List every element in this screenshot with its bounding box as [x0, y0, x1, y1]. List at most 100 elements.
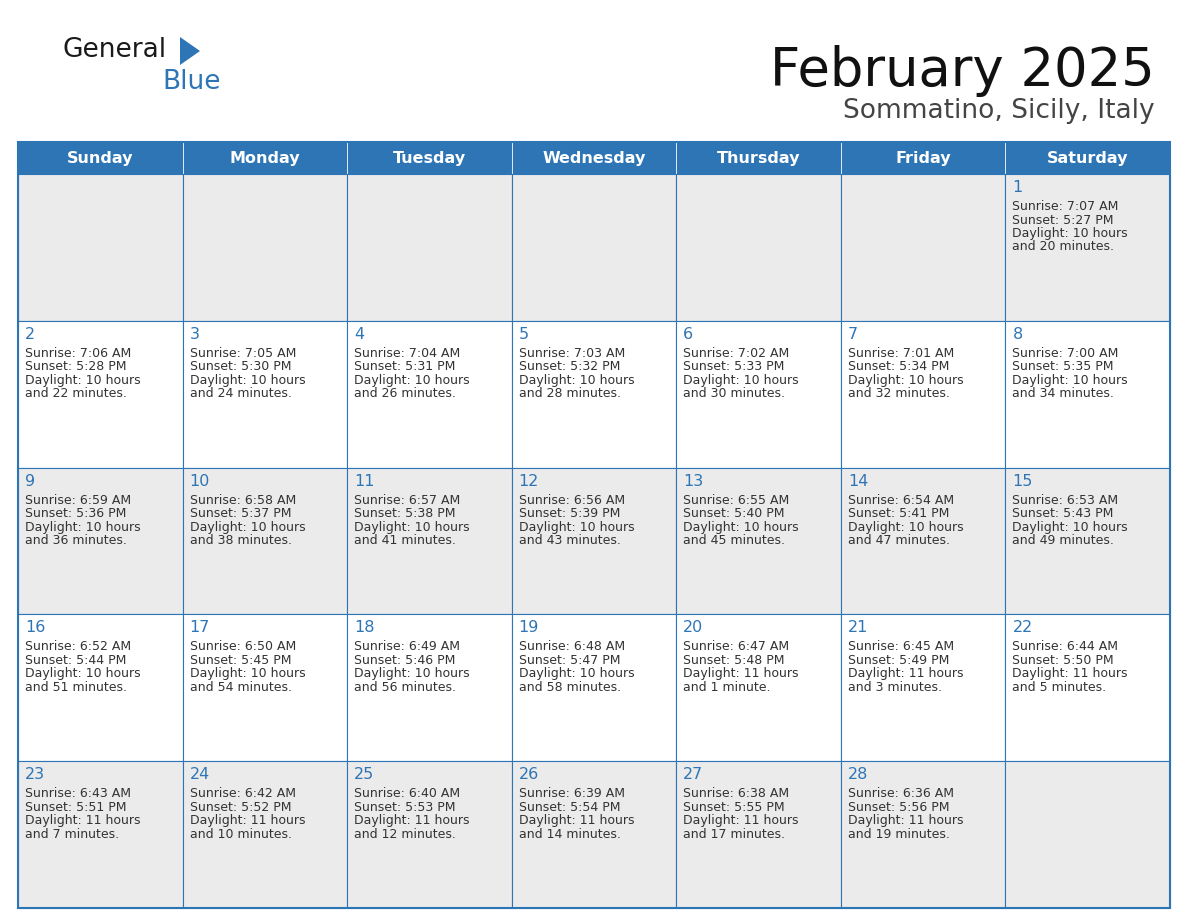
- Bar: [18, 467, 183, 614]
- Text: Sunrise: 7:00 AM: Sunrise: 7:00 AM: [1012, 347, 1119, 360]
- Text: 27: 27: [683, 767, 703, 782]
- Text: Sunrise: 6:53 AM: Sunrise: 6:53 AM: [1012, 494, 1119, 507]
- Text: Sunset: 5:41 PM: Sunset: 5:41 PM: [848, 507, 949, 521]
- Text: 22: 22: [1012, 621, 1032, 635]
- Text: 11: 11: [354, 474, 374, 488]
- Text: Sunrise: 6:52 AM: Sunrise: 6:52 AM: [25, 641, 131, 654]
- Text: Daylight: 10 hours: Daylight: 10 hours: [848, 374, 963, 386]
- Text: and 49 minutes.: and 49 minutes.: [1012, 534, 1114, 547]
- Text: Sunset: 5:38 PM: Sunset: 5:38 PM: [354, 507, 456, 521]
- Text: Sunset: 5:33 PM: Sunset: 5:33 PM: [683, 360, 784, 374]
- Text: Sunday: Sunday: [67, 151, 133, 165]
- Text: Daylight: 10 hours: Daylight: 10 hours: [1012, 227, 1129, 240]
- Text: and 5 minutes.: and 5 minutes.: [1012, 681, 1106, 694]
- Text: 10: 10: [190, 474, 210, 488]
- Text: Sunset: 5:51 PM: Sunset: 5:51 PM: [25, 800, 126, 813]
- Text: 2: 2: [25, 327, 36, 341]
- Text: Wednesday: Wednesday: [542, 151, 646, 165]
- Text: and 34 minutes.: and 34 minutes.: [1012, 387, 1114, 400]
- Text: Sunset: 5:54 PM: Sunset: 5:54 PM: [519, 800, 620, 813]
- Text: Sunset: 5:31 PM: Sunset: 5:31 PM: [354, 360, 455, 374]
- Text: Sunrise: 6:49 AM: Sunrise: 6:49 AM: [354, 641, 460, 654]
- Bar: [347, 467, 512, 614]
- Text: Sunrise: 6:57 AM: Sunrise: 6:57 AM: [354, 494, 461, 507]
- Text: Sunrise: 6:44 AM: Sunrise: 6:44 AM: [1012, 641, 1118, 654]
- Text: 14: 14: [848, 474, 868, 488]
- Text: Daylight: 11 hours: Daylight: 11 hours: [683, 667, 798, 680]
- Bar: [347, 614, 512, 761]
- Text: Daylight: 11 hours: Daylight: 11 hours: [519, 814, 634, 827]
- Text: Sunset: 5:36 PM: Sunset: 5:36 PM: [25, 507, 126, 521]
- Text: and 30 minutes.: and 30 minutes.: [683, 387, 785, 400]
- Text: Sunrise: 7:07 AM: Sunrise: 7:07 AM: [1012, 200, 1119, 213]
- Text: Daylight: 11 hours: Daylight: 11 hours: [190, 814, 305, 827]
- Text: 5: 5: [519, 327, 529, 341]
- Text: Sunrise: 7:01 AM: Sunrise: 7:01 AM: [848, 347, 954, 360]
- Bar: [183, 142, 347, 174]
- Text: Monday: Monday: [229, 151, 301, 165]
- Text: and 51 minutes.: and 51 minutes.: [25, 681, 127, 694]
- Text: and 12 minutes.: and 12 minutes.: [354, 828, 456, 841]
- Text: and 3 minutes.: and 3 minutes.: [848, 681, 942, 694]
- Text: and 43 minutes.: and 43 minutes.: [519, 534, 620, 547]
- Text: Sunset: 5:39 PM: Sunset: 5:39 PM: [519, 507, 620, 521]
- Text: and 22 minutes.: and 22 minutes.: [25, 387, 127, 400]
- Bar: [1005, 614, 1170, 761]
- Text: Daylight: 10 hours: Daylight: 10 hours: [354, 667, 469, 680]
- Text: Sunrise: 6:40 AM: Sunrise: 6:40 AM: [354, 788, 460, 800]
- Text: and 58 minutes.: and 58 minutes.: [519, 681, 621, 694]
- Text: and 54 minutes.: and 54 minutes.: [190, 681, 291, 694]
- Text: 20: 20: [683, 621, 703, 635]
- Text: Daylight: 10 hours: Daylight: 10 hours: [354, 521, 469, 533]
- Text: Sunset: 5:32 PM: Sunset: 5:32 PM: [519, 360, 620, 374]
- Text: Sunrise: 6:58 AM: Sunrise: 6:58 AM: [190, 494, 296, 507]
- Text: Tuesday: Tuesday: [393, 151, 466, 165]
- Text: Daylight: 10 hours: Daylight: 10 hours: [25, 374, 140, 386]
- Text: Daylight: 11 hours: Daylight: 11 hours: [1012, 667, 1127, 680]
- Polygon shape: [181, 37, 200, 65]
- Text: 8: 8: [1012, 327, 1023, 341]
- Text: and 45 minutes.: and 45 minutes.: [683, 534, 785, 547]
- Bar: [512, 761, 676, 908]
- Text: Sunrise: 7:06 AM: Sunrise: 7:06 AM: [25, 347, 131, 360]
- Text: Sunset: 5:45 PM: Sunset: 5:45 PM: [190, 654, 291, 666]
- Bar: [676, 142, 841, 174]
- Text: Daylight: 11 hours: Daylight: 11 hours: [354, 814, 469, 827]
- Text: Sunrise: 7:03 AM: Sunrise: 7:03 AM: [519, 347, 625, 360]
- Text: General: General: [62, 37, 166, 63]
- Text: Daylight: 11 hours: Daylight: 11 hours: [683, 814, 798, 827]
- Text: 26: 26: [519, 767, 539, 782]
- Text: Thursday: Thursday: [716, 151, 801, 165]
- Text: Sunset: 5:53 PM: Sunset: 5:53 PM: [354, 800, 456, 813]
- Text: 25: 25: [354, 767, 374, 782]
- Bar: [183, 467, 347, 614]
- Text: and 36 minutes.: and 36 minutes.: [25, 534, 127, 547]
- Text: and 14 minutes.: and 14 minutes.: [519, 828, 620, 841]
- Text: Sunset: 5:28 PM: Sunset: 5:28 PM: [25, 360, 126, 374]
- Text: Sunrise: 7:02 AM: Sunrise: 7:02 AM: [683, 347, 790, 360]
- Text: Daylight: 11 hours: Daylight: 11 hours: [25, 814, 140, 827]
- Text: Sunset: 5:47 PM: Sunset: 5:47 PM: [519, 654, 620, 666]
- Text: 1: 1: [1012, 180, 1023, 195]
- Text: 15: 15: [1012, 474, 1032, 488]
- Text: 23: 23: [25, 767, 45, 782]
- Text: Sunset: 5:35 PM: Sunset: 5:35 PM: [1012, 360, 1114, 374]
- Text: and 32 minutes.: and 32 minutes.: [848, 387, 949, 400]
- Bar: [676, 614, 841, 761]
- Bar: [512, 614, 676, 761]
- Text: Sommatino, Sicily, Italy: Sommatino, Sicily, Italy: [843, 98, 1155, 124]
- Text: Sunrise: 6:38 AM: Sunrise: 6:38 AM: [683, 788, 789, 800]
- Bar: [183, 320, 347, 467]
- Bar: [841, 142, 1005, 174]
- Text: Sunset: 5:50 PM: Sunset: 5:50 PM: [1012, 654, 1114, 666]
- Text: 9: 9: [25, 474, 36, 488]
- Text: 28: 28: [848, 767, 868, 782]
- Text: Daylight: 10 hours: Daylight: 10 hours: [1012, 521, 1129, 533]
- Bar: [1005, 142, 1170, 174]
- Bar: [841, 614, 1005, 761]
- Text: Daylight: 10 hours: Daylight: 10 hours: [190, 521, 305, 533]
- Bar: [512, 142, 676, 174]
- Bar: [676, 320, 841, 467]
- Text: Saturday: Saturday: [1047, 151, 1129, 165]
- Text: Sunset: 5:49 PM: Sunset: 5:49 PM: [848, 654, 949, 666]
